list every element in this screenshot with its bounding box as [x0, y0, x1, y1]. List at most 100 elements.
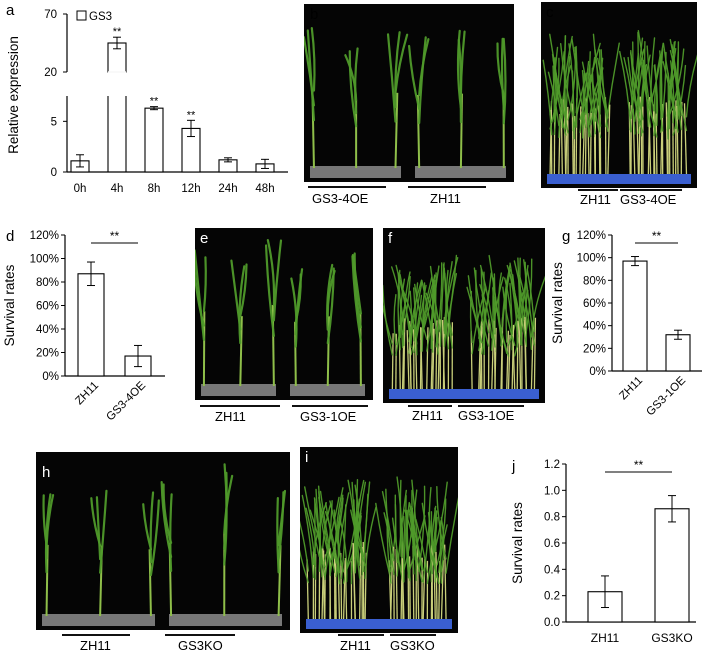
leaf — [456, 29, 463, 109]
leaf — [592, 33, 607, 113]
photo-e-label-2: GS3-1OE — [300, 409, 357, 424]
panel-c-label: c — [546, 4, 554, 21]
pot — [42, 614, 155, 626]
d-ytick-label: 0% — [42, 371, 59, 383]
g-ytick-label: 80% — [583, 275, 606, 287]
leaf — [399, 479, 402, 557]
photo-h-underline-1 — [62, 634, 130, 636]
leaf — [431, 279, 436, 353]
leaf — [418, 38, 430, 97]
leaf — [506, 264, 523, 333]
j-xtick-label: GS3KO — [651, 631, 692, 645]
photo-h-plants — [42, 463, 287, 626]
stem — [239, 316, 243, 387]
leaf — [272, 239, 283, 322]
leaf — [466, 286, 483, 344]
leaf — [443, 261, 453, 334]
a-xtick-label: 0h — [74, 183, 87, 195]
photo-b — [304, 4, 514, 182]
a-xtick-label: 8h — [148, 183, 161, 195]
stem — [419, 327, 423, 390]
leaf — [669, 48, 685, 116]
leaf — [589, 51, 597, 135]
j-ytick-label: 0.2 — [544, 591, 560, 603]
leaf — [411, 489, 415, 561]
stem — [683, 103, 688, 175]
stem — [565, 110, 568, 175]
photo-i-label-2: GS3KO — [390, 638, 435, 653]
d-bar-ZH11 — [77, 273, 105, 377]
panel-g: g 0% 20% 40% 60% 80% 100% 120% ZH11 GS3-1OE ** Sur… — [550, 220, 708, 420]
leaf — [483, 296, 490, 345]
a-ytick-label: 70 — [44, 9, 57, 21]
panel-e-label: e — [200, 230, 209, 247]
a-bar-8h — [144, 107, 164, 173]
leaf — [394, 33, 409, 94]
leaf — [323, 496, 340, 563]
stem — [416, 541, 420, 620]
photo-i — [300, 447, 458, 633]
stem — [518, 316, 522, 390]
stem — [426, 327, 429, 390]
leaf — [646, 45, 656, 119]
leaf — [445, 497, 458, 574]
leaf — [230, 259, 242, 331]
stem — [324, 554, 326, 620]
leaf — [391, 517, 404, 584]
leaf — [436, 485, 447, 560]
photo-c-underline-1 — [578, 189, 618, 191]
leaf — [547, 71, 560, 127]
leaf — [348, 50, 358, 128]
leaf — [319, 490, 336, 574]
photo-e-underline-1 — [200, 405, 280, 407]
g-ytick-label: 40% — [583, 321, 606, 333]
leaf — [400, 518, 405, 583]
leaf — [99, 489, 108, 574]
leaf — [402, 271, 411, 347]
leaf — [444, 272, 453, 336]
j-ytick-label: 0.0 — [544, 617, 560, 629]
leaf — [605, 42, 620, 128]
tray — [389, 389, 539, 399]
a-legend-swatch — [76, 10, 87, 21]
leaf — [500, 37, 505, 111]
leaf — [653, 64, 659, 127]
d-ytick-label: 40% — [36, 324, 59, 336]
leaf — [428, 486, 434, 575]
leaf — [669, 49, 679, 120]
stem — [665, 102, 669, 175]
stem — [394, 92, 399, 169]
leaf — [390, 266, 405, 333]
leaf — [494, 296, 510, 357]
a-xtick-label: 48h — [255, 183, 274, 195]
leaf — [660, 49, 664, 119]
photo-b-underline-1 — [308, 186, 386, 188]
stem — [440, 560, 444, 620]
leaf — [326, 269, 336, 318]
leaf — [439, 262, 445, 347]
leaf — [413, 283, 428, 340]
photo-c-label-1: ZH11 — [580, 192, 611, 207]
stem — [408, 556, 411, 620]
leaf — [662, 61, 679, 133]
leaf — [333, 509, 345, 573]
leaf — [354, 484, 363, 576]
photo-f — [383, 228, 545, 403]
chart-d-survival: 0% 20% 40% 60% 80% 100% 120% ZH11 GS3-4OE ** Survi… — [2, 229, 165, 420]
j-ytick-label: 0.8 — [544, 512, 560, 524]
leaf — [375, 502, 392, 580]
leaf — [445, 269, 450, 350]
leaf — [276, 497, 280, 574]
panel-a-label: a — [6, 2, 15, 19]
a-ytick-label: 5 — [51, 116, 57, 128]
leaf — [401, 286, 418, 345]
leaf — [669, 60, 675, 124]
leaf — [408, 513, 423, 583]
panel-b-label: b — [310, 6, 319, 23]
stem — [676, 105, 679, 175]
d-ylabel: Survival rates — [2, 264, 17, 346]
leaf — [395, 264, 412, 335]
leaf — [671, 44, 688, 132]
leaf — [290, 277, 298, 348]
g-ytick-label: 120% — [577, 230, 606, 242]
